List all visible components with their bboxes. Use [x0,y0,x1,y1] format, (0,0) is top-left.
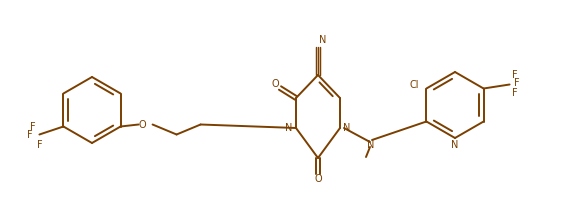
Text: F: F [27,130,32,140]
Text: O: O [314,174,322,184]
Text: Cl: Cl [410,79,419,89]
Text: N: N [451,140,459,150]
Text: F: F [512,70,518,81]
Text: N: N [285,123,293,133]
Text: O: O [271,79,279,89]
Text: F: F [37,140,42,149]
Text: N: N [343,123,350,133]
Text: N: N [367,140,375,150]
Text: N: N [319,35,327,45]
Text: F: F [514,78,519,89]
Text: O: O [139,119,146,130]
Text: F: F [29,121,35,132]
Text: F: F [512,87,518,97]
